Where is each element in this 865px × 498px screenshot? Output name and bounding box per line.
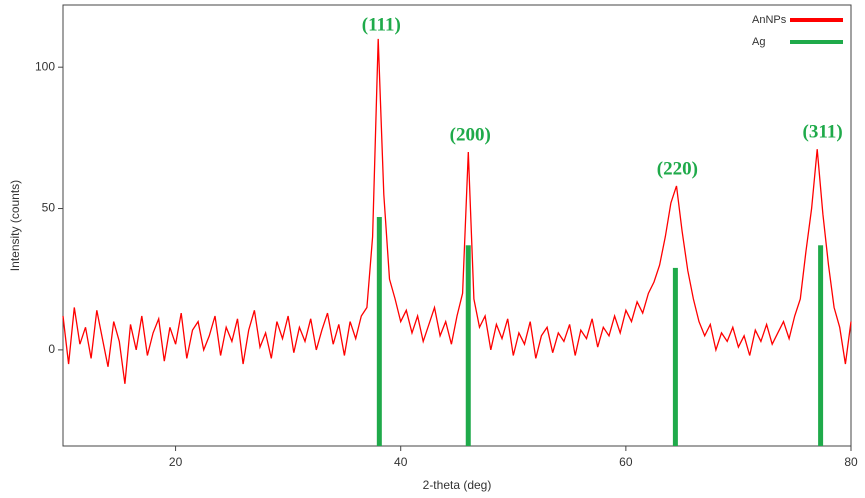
x-tick-label: 60 xyxy=(619,455,633,469)
reference-stick xyxy=(465,245,471,446)
peak-annotation: (311) xyxy=(803,122,843,143)
y-axis-label: Intensity (counts) xyxy=(8,180,22,271)
y-tick-label: 100 xyxy=(35,59,55,73)
peak-annotation: (220) xyxy=(657,158,698,179)
peak-annotation: (111) xyxy=(362,14,401,35)
peak-annotation: (200) xyxy=(450,124,491,145)
xrd-line xyxy=(62,38,852,384)
y-tick-label: 0 xyxy=(48,342,55,356)
x-tick-label: 80 xyxy=(844,455,858,469)
x-axis-label: 2-theta (deg) xyxy=(423,478,492,492)
y-tick-label: 50 xyxy=(42,201,56,215)
reference-stick xyxy=(376,217,382,446)
plot-area xyxy=(62,4,852,447)
legend-label: AnNPs xyxy=(752,14,787,26)
x-tick-label: 20 xyxy=(169,455,183,469)
x-tick-label: 40 xyxy=(394,455,408,469)
reference-stick xyxy=(818,245,824,446)
reference-stick xyxy=(672,267,678,446)
legend-label: Ag xyxy=(752,36,765,48)
